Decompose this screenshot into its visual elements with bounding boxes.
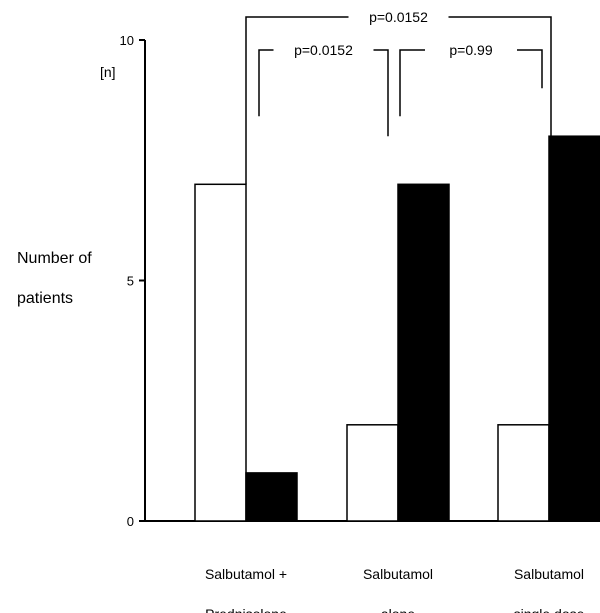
p-value-label: p=0.99 [449, 42, 492, 58]
bar-white [194, 183, 247, 522]
significance-bracket [258, 49, 389, 137]
significance-bracket [245, 16, 552, 185]
significance-annotations: p=0.0152 p=0.0152 p=0.99 [245, 9, 552, 185]
x-category-label: Salbutamol [514, 566, 584, 582]
x-category-label: Salbutamol + [205, 566, 287, 582]
x-category-label: single dose [514, 606, 585, 613]
category-labels: Salbutamol + Prednisolone Salbutamol alone S… [205, 566, 585, 613]
x-category-label: Salbutamol [363, 566, 433, 582]
y-axis-label-line1: Number of [17, 250, 92, 267]
y-axis-ticks: 0 5 10 [120, 33, 145, 529]
y-tick-label: 0 [127, 514, 134, 529]
y-unit-label: [n] [100, 64, 116, 80]
p-value-label: p=0.0152 [369, 9, 428, 25]
y-tick-label: 5 [127, 274, 134, 289]
y-axis-label-line2: patients [17, 290, 73, 307]
bar-black [245, 472, 298, 522]
significance-bracket [399, 49, 543, 117]
bars-group [194, 135, 600, 522]
bar-white [346, 424, 399, 522]
bar-white [497, 424, 550, 522]
x-category-label: Prednisolone [205, 606, 287, 613]
p-value-label: p=0.0152 [294, 42, 353, 58]
x-category-label: alone [381, 606, 415, 613]
bar-black [397, 183, 450, 522]
bar-black [548, 135, 600, 522]
y-tick-label: 10 [120, 33, 134, 48]
